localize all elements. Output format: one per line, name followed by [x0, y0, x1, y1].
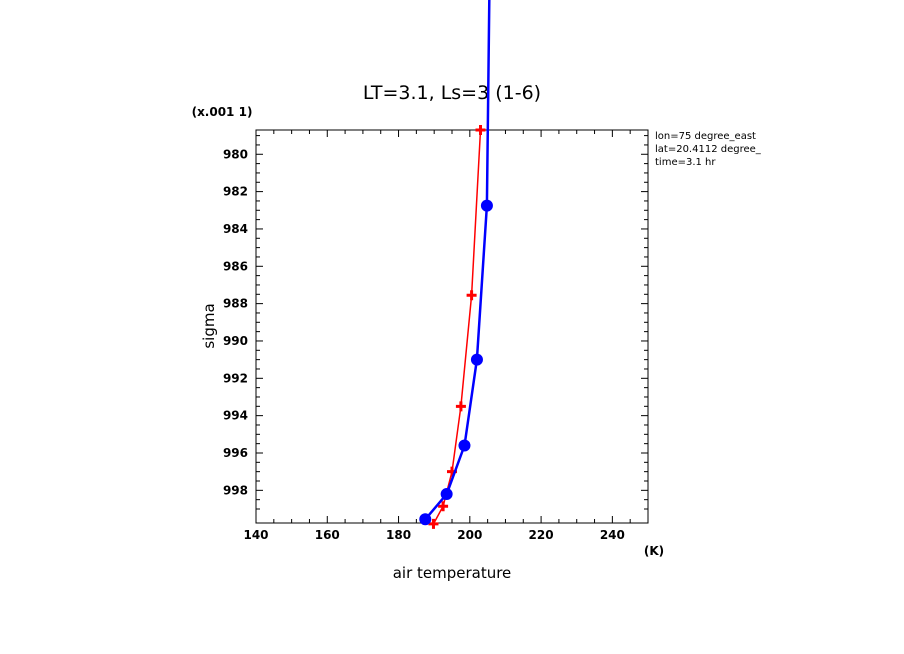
series-2-point — [480, 199, 493, 212]
y-tick-label: 988 — [223, 297, 248, 311]
y-tick-label: 980 — [223, 147, 248, 161]
y-tick-label: 984 — [223, 222, 248, 236]
info-line-lat: lat=20.4112 degree_ — [655, 144, 762, 155]
y-tick-label: 992 — [223, 371, 248, 385]
x-tick-label: 160 — [315, 528, 340, 542]
series-layer — [419, 0, 493, 529]
info-line-lon: lon=75 degree_east — [655, 131, 756, 142]
plot-frame — [255, 129, 649, 524]
y-tick-label: 994 — [223, 409, 248, 423]
y-unit-label: (x.001 1) — [192, 105, 253, 119]
series-1-point — [475, 125, 486, 135]
x-tick-label: 240 — [600, 528, 625, 542]
info-line-time: time=3.1 hr — [655, 157, 716, 168]
series-1-point — [466, 290, 477, 301]
series-2-point — [419, 513, 432, 526]
x-tick-label: 220 — [529, 528, 554, 542]
x-unit-label: (K) — [644, 544, 664, 558]
series-line-1 — [432, 129, 482, 525]
series-1-point — [455, 401, 466, 412]
y-tick-label: 998 — [223, 483, 248, 497]
y-tick-label: 996 — [223, 446, 248, 460]
y-tick-label: 986 — [223, 259, 248, 273]
series-1-point — [438, 501, 449, 512]
x-tick-label: 180 — [386, 528, 411, 542]
series-1-point — [428, 518, 439, 529]
series-2-point — [440, 488, 453, 501]
y-tick-label: 990 — [223, 334, 248, 348]
x-tick-label: 140 — [243, 528, 268, 542]
x-tick-label: 200 — [457, 528, 482, 542]
chart-title: LT=3.1, Ls=3 (1-6) — [363, 82, 541, 104]
x-axis-title: air temperature — [393, 564, 512, 582]
series-2-point — [470, 353, 483, 366]
series-line-2 — [424, 0, 491, 521]
y-axis-title: sigma — [200, 303, 218, 348]
y-tick-label: 982 — [223, 185, 248, 199]
series-2-point — [458, 439, 471, 452]
axis-ticks: 140 160 180 200 220 240 980 982 984 986 988 990 992 9… — [223, 130, 649, 542]
